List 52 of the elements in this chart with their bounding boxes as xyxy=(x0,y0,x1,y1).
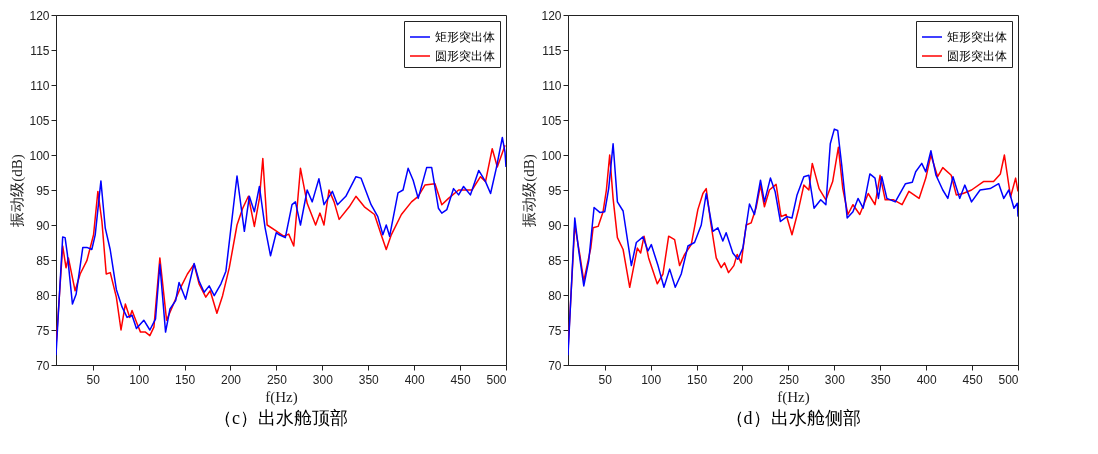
y-tick-label: 120 xyxy=(29,8,50,23)
y-tick-label: 80 xyxy=(36,288,50,303)
x-tick-label: 50 xyxy=(86,372,101,387)
text: （c）出水舱顶部 xyxy=(214,408,348,428)
y-tick-label: 105 xyxy=(541,113,562,128)
y-tick-label: 70 xyxy=(548,358,562,373)
y-tick-label: 95 xyxy=(548,183,562,198)
y-tick-label: 115 xyxy=(542,43,562,58)
y-tick-label: 75 xyxy=(548,323,562,338)
x-tick-label: 300 xyxy=(824,372,846,387)
legend-label: 圆形突出体 xyxy=(947,49,1007,63)
y-tick-label: 80 xyxy=(548,288,562,303)
y-tick-label: 90 xyxy=(548,218,562,233)
x-tick-label: 350 xyxy=(358,372,380,387)
x-axis-title: f(Hz) xyxy=(777,388,810,406)
y-tick-label: 85 xyxy=(548,253,562,268)
y-tick-label: 90 xyxy=(36,218,50,233)
legend-label: 圆形突出体 xyxy=(435,49,495,63)
y-tick-label: 75 xyxy=(36,323,50,338)
x-tick-label: 100 xyxy=(129,372,150,387)
y-tick-label: 100 xyxy=(29,148,50,163)
x-axis-title: f(Hz) xyxy=(265,388,298,406)
x-tick-label: 300 xyxy=(312,372,334,387)
y-tick-label: 85 xyxy=(36,253,50,268)
x-tick-label: 250 xyxy=(266,372,288,387)
y-tick-label: 110 xyxy=(542,78,562,93)
x-tick-label: 150 xyxy=(175,372,196,387)
x-tick-label: 400 xyxy=(916,372,937,387)
x-tick-label: 250 xyxy=(778,372,800,387)
y-tick-label: 115 xyxy=(30,43,50,58)
x-tick-label: 50 xyxy=(598,372,613,387)
y-tick-label: 100 xyxy=(541,148,562,163)
y-tick-label: 120 xyxy=(541,8,562,23)
y-axis-title: 振动级(dB) xyxy=(9,154,27,227)
x-tick-label: 350 xyxy=(870,372,892,387)
y-axis-title: 振动级(dB) xyxy=(521,154,539,227)
x-tick-label: 450 xyxy=(450,372,471,387)
y-tick-label: 105 xyxy=(29,113,50,128)
legend-label: 矩形突出体 xyxy=(947,30,1007,44)
y-tick-label: 110 xyxy=(30,78,50,93)
x-tick-label: 500 xyxy=(486,372,507,387)
x-tick-label: 450 xyxy=(962,372,983,387)
x-tick-label: 200 xyxy=(220,372,242,387)
x-tick-label: 150 xyxy=(687,372,708,387)
y-tick-label: 70 xyxy=(36,358,50,373)
x-tick-label: 200 xyxy=(732,372,754,387)
x-tick-label: 100 xyxy=(641,372,662,387)
legend-label: 矩形突出体 xyxy=(435,30,495,44)
text: （d）出水舱侧部 xyxy=(725,408,861,428)
x-tick-label: 500 xyxy=(998,372,1019,387)
y-tick-label: 95 xyxy=(36,183,50,198)
x-tick-label: 400 xyxy=(404,372,425,387)
